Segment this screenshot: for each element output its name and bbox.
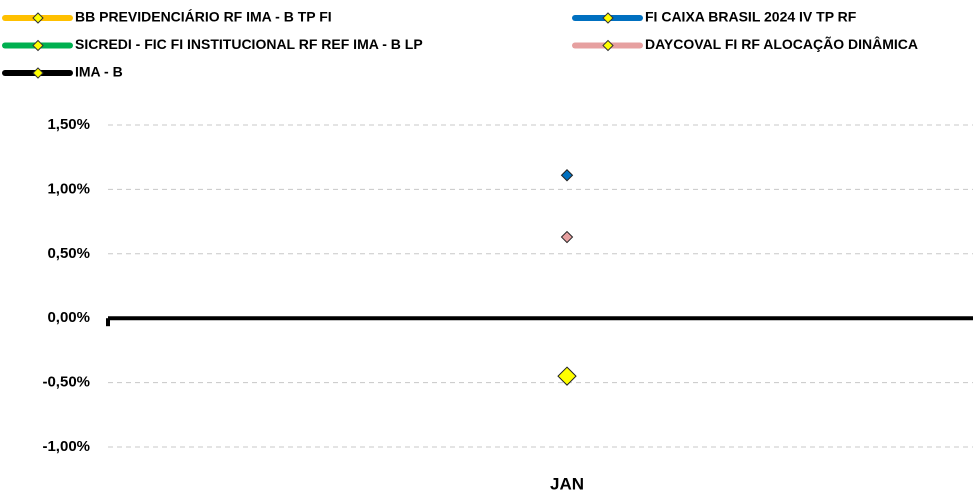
legend-label: DAYCOVAL FI RF ALOCAÇÃO DINÂMICA: [645, 35, 918, 52]
y-tick-label: -0,50%: [42, 374, 90, 391]
legend-marker: [32, 39, 44, 52]
y-tick-label: -1,00%: [42, 438, 90, 455]
y-tick-label: 0,50%: [47, 245, 90, 262]
legend-label: FI CAIXA BRASIL 2024 IV TP RF: [645, 9, 857, 25]
x-tick-label: JAN: [550, 474, 584, 493]
legend-label: BB PREVIDENCIÁRIO RF IMA - B TP FI: [75, 9, 332, 25]
legend-marker: [602, 12, 614, 24]
legend-label: SICREDI - FIC FI INSTITUCIONAL RF REF IM…: [75, 36, 423, 52]
data-point: [560, 230, 574, 244]
legend-marker: [602, 39, 614, 52]
legend-marker: [32, 67, 44, 79]
legend-marker: [32, 12, 44, 24]
y-tick-label: 1,50%: [47, 116, 90, 133]
legend-label: IMA - B: [75, 64, 123, 80]
y-tick-label: 1,00%: [47, 180, 90, 197]
data-point: [557, 366, 577, 386]
y-tick-label: 0,00%: [47, 309, 90, 326]
data-point: [560, 169, 574, 182]
